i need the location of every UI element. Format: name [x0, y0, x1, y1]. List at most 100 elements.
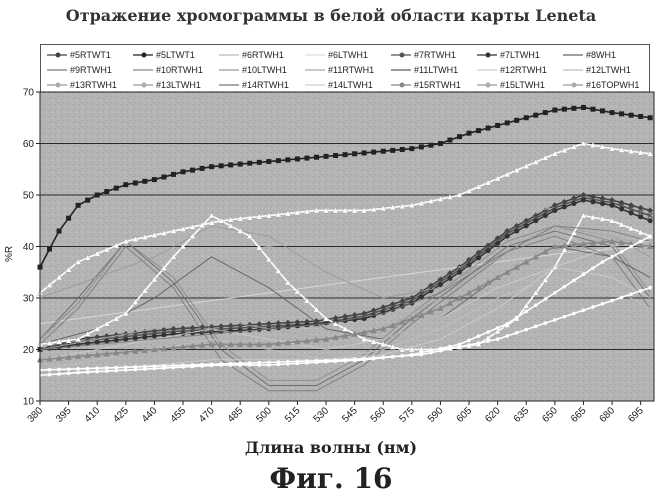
- legend-label: #5LTWT1: [156, 50, 195, 60]
- series-point: [313, 154, 319, 160]
- x-tick-label: 455: [169, 405, 189, 425]
- series-point: [379, 341, 387, 348]
- series-point: [208, 341, 215, 348]
- series-line: [39, 235, 651, 392]
- series-point: [57, 367, 61, 372]
- series-point: [360, 329, 368, 335]
- legend-item: #14LTWH1: [305, 77, 373, 93]
- series-point: [418, 199, 425, 206]
- series-point: [190, 167, 196, 173]
- series-point: [495, 326, 500, 330]
- series-point: [76, 370, 80, 375]
- series-point: [104, 369, 109, 373]
- series-point: [74, 353, 82, 360]
- series-point: [503, 171, 511, 178]
- series-point: [485, 248, 491, 254]
- series-point: [599, 143, 606, 150]
- series-point: [294, 288, 301, 295]
- series-point: [322, 207, 330, 214]
- series-point: [160, 345, 168, 352]
- series-point: [151, 177, 157, 183]
- legend-item: #6RTWH1: [219, 47, 284, 63]
- legend-label: #11RTWH1: [328, 65, 375, 75]
- series-point: [523, 115, 529, 121]
- series-point: [47, 367, 52, 372]
- series-point: [103, 246, 110, 253]
- series-point: [542, 154, 549, 161]
- series-point: [199, 165, 205, 171]
- x-tick-label: 590: [426, 405, 446, 425]
- series-point: [246, 214, 254, 221]
- series-12rtwh1: [39, 266, 651, 361]
- legend-item: #10RTWH1: [133, 62, 203, 78]
- series-point: [275, 211, 282, 218]
- legend-label: #11LTWH1: [414, 65, 459, 75]
- series-point: [533, 112, 539, 118]
- series-point: [305, 359, 309, 363]
- series-point: [543, 297, 548, 301]
- legend-label: #7RTWH1: [414, 50, 456, 60]
- legend-label: #8WH1: [586, 50, 617, 60]
- series-point: [294, 156, 300, 162]
- series-point: [591, 305, 595, 309]
- series-point: [638, 239, 643, 244]
- series-point: [419, 352, 424, 357]
- series-point: [533, 324, 538, 329]
- series-point: [599, 215, 606, 222]
- x-tick-label: 695: [626, 405, 646, 425]
- series-point: [522, 258, 530, 265]
- series-point: [189, 342, 196, 349]
- y-tick-label: 40: [23, 242, 35, 253]
- series-point: [457, 342, 462, 347]
- series-point: [104, 338, 110, 344]
- series-point: [571, 201, 577, 207]
- series-point: [619, 111, 625, 117]
- series-point: [142, 178, 148, 184]
- series-point: [599, 238, 606, 245]
- series-point: [114, 365, 119, 370]
- series-point: [467, 338, 471, 343]
- series-point: [476, 341, 481, 345]
- series-point: [84, 254, 91, 261]
- series-point: [589, 141, 597, 148]
- legend-swatch: [563, 82, 583, 88]
- legend-label: #6RTWH1: [242, 50, 284, 60]
- series-point: [181, 363, 185, 368]
- series-point: [122, 348, 130, 355]
- series-point: [46, 281, 53, 288]
- series-point: [342, 152, 348, 158]
- series-point: [113, 315, 120, 322]
- series-point: [561, 147, 568, 154]
- x-tick-label: 545: [340, 405, 360, 425]
- series-line: [39, 230, 651, 387]
- x-tick-label: 605: [455, 405, 475, 425]
- series-point: [256, 159, 262, 165]
- x-tick-label: 440: [140, 405, 160, 425]
- series-point: [380, 148, 386, 154]
- series-point: [513, 166, 520, 173]
- series-point: [170, 344, 177, 351]
- series-point: [600, 108, 606, 114]
- series-point: [66, 215, 72, 221]
- y-axis-label: %R: [4, 245, 15, 262]
- legend-item: #16TOPWH1: [563, 77, 639, 93]
- legend-swatch: [391, 82, 411, 88]
- series-point: [247, 160, 253, 166]
- series-point: [351, 330, 358, 337]
- series-10rtwh1: [39, 225, 651, 381]
- series-point: [74, 258, 82, 265]
- series-point: [524, 327, 529, 332]
- series-point: [408, 346, 416, 353]
- legend-swatch: [391, 52, 411, 58]
- series-point: [122, 310, 130, 317]
- series-point: [522, 302, 530, 309]
- series-point: [151, 231, 158, 238]
- series-point: [132, 180, 138, 186]
- series-point: [476, 334, 481, 338]
- series-point: [313, 336, 320, 343]
- legend-swatch: [219, 54, 239, 56]
- legend-label: #15RTWH1: [414, 80, 461, 90]
- series-point: [143, 367, 147, 371]
- series-point: [180, 169, 186, 175]
- series-point: [209, 362, 214, 367]
